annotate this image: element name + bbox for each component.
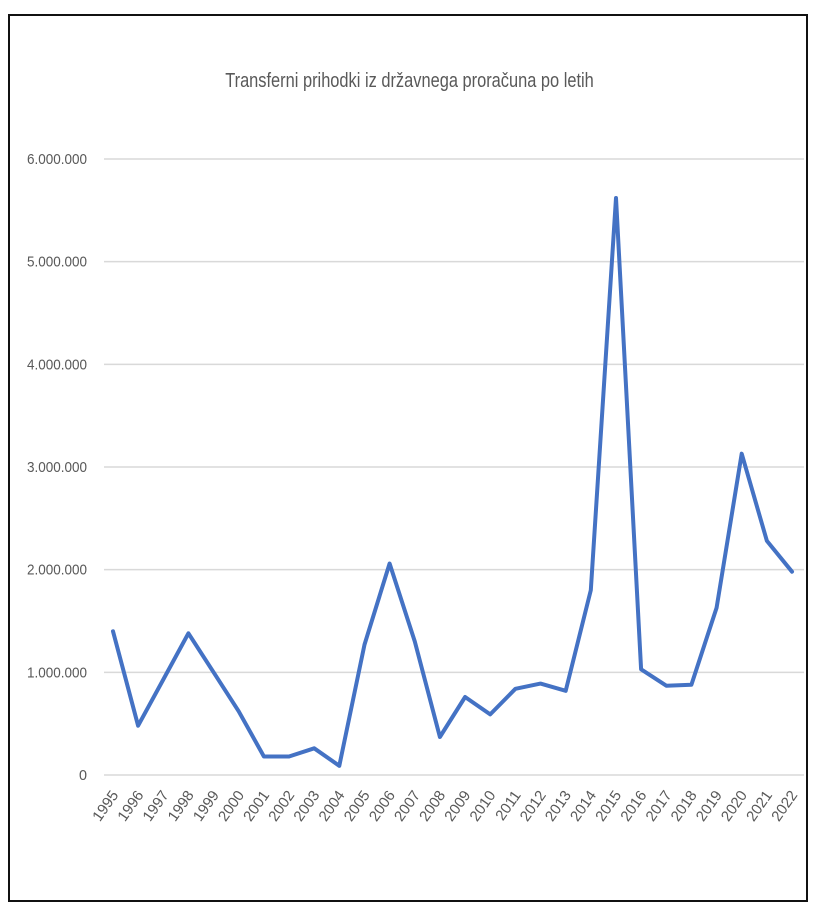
- chart-title: Transferni prihodki iz državnega proraču…: [225, 70, 594, 92]
- x-tick-label: 2010: [466, 788, 499, 825]
- x-tick-label: 2004: [316, 788, 349, 825]
- x-tick-label: 2012: [517, 788, 550, 825]
- x-tick-label: 2014: [567, 788, 600, 825]
- x-tick-label: 2018: [668, 788, 701, 825]
- y-tick-label: 1.000.000: [27, 664, 87, 681]
- x-tick-label: 2009: [441, 788, 474, 825]
- x-tick-label: 2005: [341, 788, 374, 825]
- y-axis-ticks: 0 1.000.000 2.000.000 3.000.000 4.000.000 5.0…: [27, 151, 87, 784]
- x-tick-label: 2017: [642, 788, 675, 825]
- x-tick-label: 1996: [114, 788, 147, 825]
- x-tick-label: 1997: [140, 788, 173, 825]
- x-tick-label: 2003: [290, 788, 323, 825]
- x-tick-label: 2013: [542, 788, 575, 825]
- x-tick-label: 2002: [265, 788, 298, 825]
- x-tick-label: 1998: [165, 788, 198, 825]
- x-axis-ticks: 1995199619971998199920002001200220032004…: [89, 788, 801, 825]
- x-tick-label: 2011: [492, 788, 524, 824]
- x-tick-label: 2020: [718, 788, 751, 825]
- x-tick-label: 2016: [617, 788, 650, 825]
- y-tick-label: 0: [79, 767, 87, 784]
- x-tick-label: 1999: [190, 788, 223, 825]
- x-tick-label: 2022: [768, 788, 801, 825]
- x-tick-label: 2000: [215, 788, 248, 825]
- x-tick-label: 1995: [89, 788, 122, 825]
- y-tick-label: 2.000.000: [27, 562, 87, 579]
- y-tick-label: 4.000.000: [27, 356, 87, 373]
- x-tick-label: 2007: [391, 788, 424, 825]
- x-tick-label: 2006: [366, 788, 399, 825]
- x-tick-label: 2021: [743, 788, 776, 825]
- y-tick-label: 6.000.000: [27, 151, 87, 168]
- x-tick-label: 2019: [693, 788, 726, 825]
- x-tick-label: 2015: [592, 788, 625, 825]
- y-tick-label: 5.000.000: [27, 254, 87, 271]
- x-tick-label: 2008: [416, 788, 449, 825]
- x-tick-label: 2001: [240, 788, 273, 825]
- gridlines: [104, 158, 804, 776]
- series-group: [111, 196, 794, 768]
- chart-frame: [8, 14, 808, 902]
- y-tick-label: 3.000.000: [27, 459, 87, 476]
- series-line: [111, 196, 794, 768]
